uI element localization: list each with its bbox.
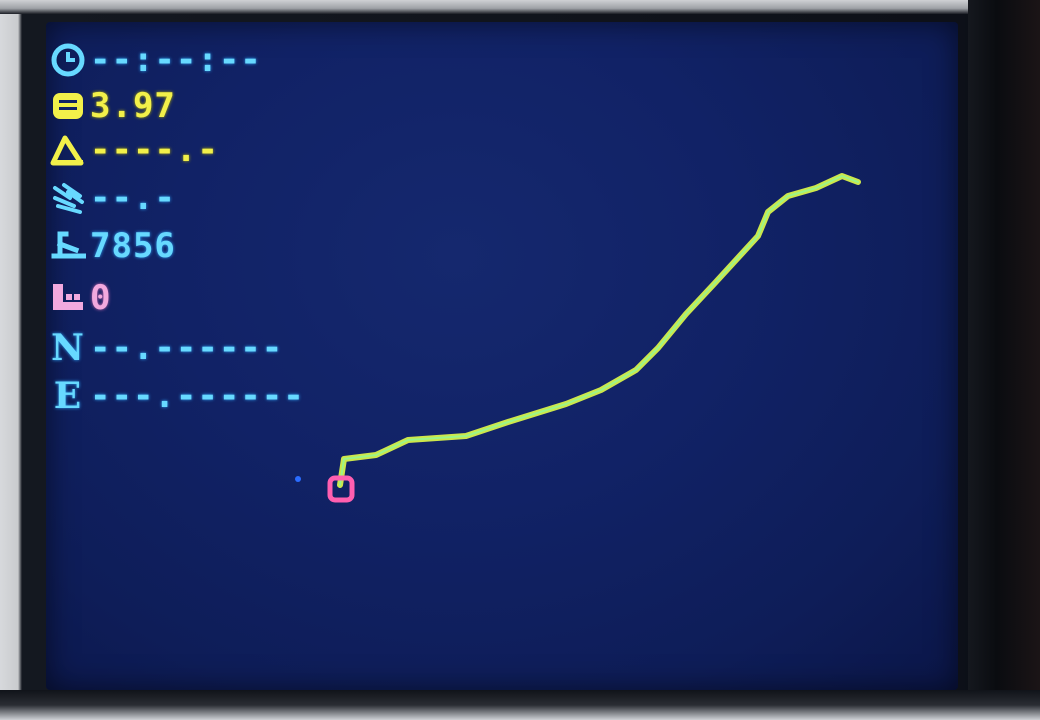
distance-icon: [51, 231, 86, 259]
speed-value: --.-: [90, 178, 176, 218]
track-map: [295, 173, 861, 503]
satellite-icon: [53, 284, 83, 310]
gps-track-glow: [339, 175, 859, 486]
latitude-row: N --.------: [50, 327, 284, 369]
satellites-value: 0: [90, 278, 112, 318]
position-dot: [295, 476, 301, 482]
device-edge: [968, 0, 1040, 690]
time-row: --:--:--: [50, 40, 262, 80]
speed-row: --.-: [50, 178, 176, 218]
track-start-marker: [327, 475, 355, 503]
bezel-top: [0, 0, 1040, 14]
distance-row: 7856: [50, 226, 176, 266]
battery-icon: [53, 93, 83, 119]
latitude-letter: N: [51, 327, 85, 369]
time-value: --:--:--: [90, 40, 262, 80]
battery-row: 3.97: [50, 86, 176, 126]
satellites-row: 0: [50, 278, 111, 318]
altitude-row: ----.-: [50, 130, 219, 170]
clock-icon: [51, 43, 85, 77]
longitude-value: ---.------: [90, 376, 305, 416]
battery-value: 3.97: [90, 86, 176, 126]
bezel-bottom: [0, 690, 1040, 720]
wind-icon: [53, 183, 84, 214]
distance-value: 7856: [90, 226, 176, 266]
mountain-icon: [50, 135, 84, 166]
gps-screen: --:--:-- 3.97 ----.- --.-: [46, 22, 958, 690]
latitude-value: --.------: [90, 328, 284, 368]
longitude-letter: E: [53, 375, 83, 417]
longitude-row: E ---.------: [50, 375, 305, 417]
altitude-value: ----.-: [90, 130, 219, 170]
